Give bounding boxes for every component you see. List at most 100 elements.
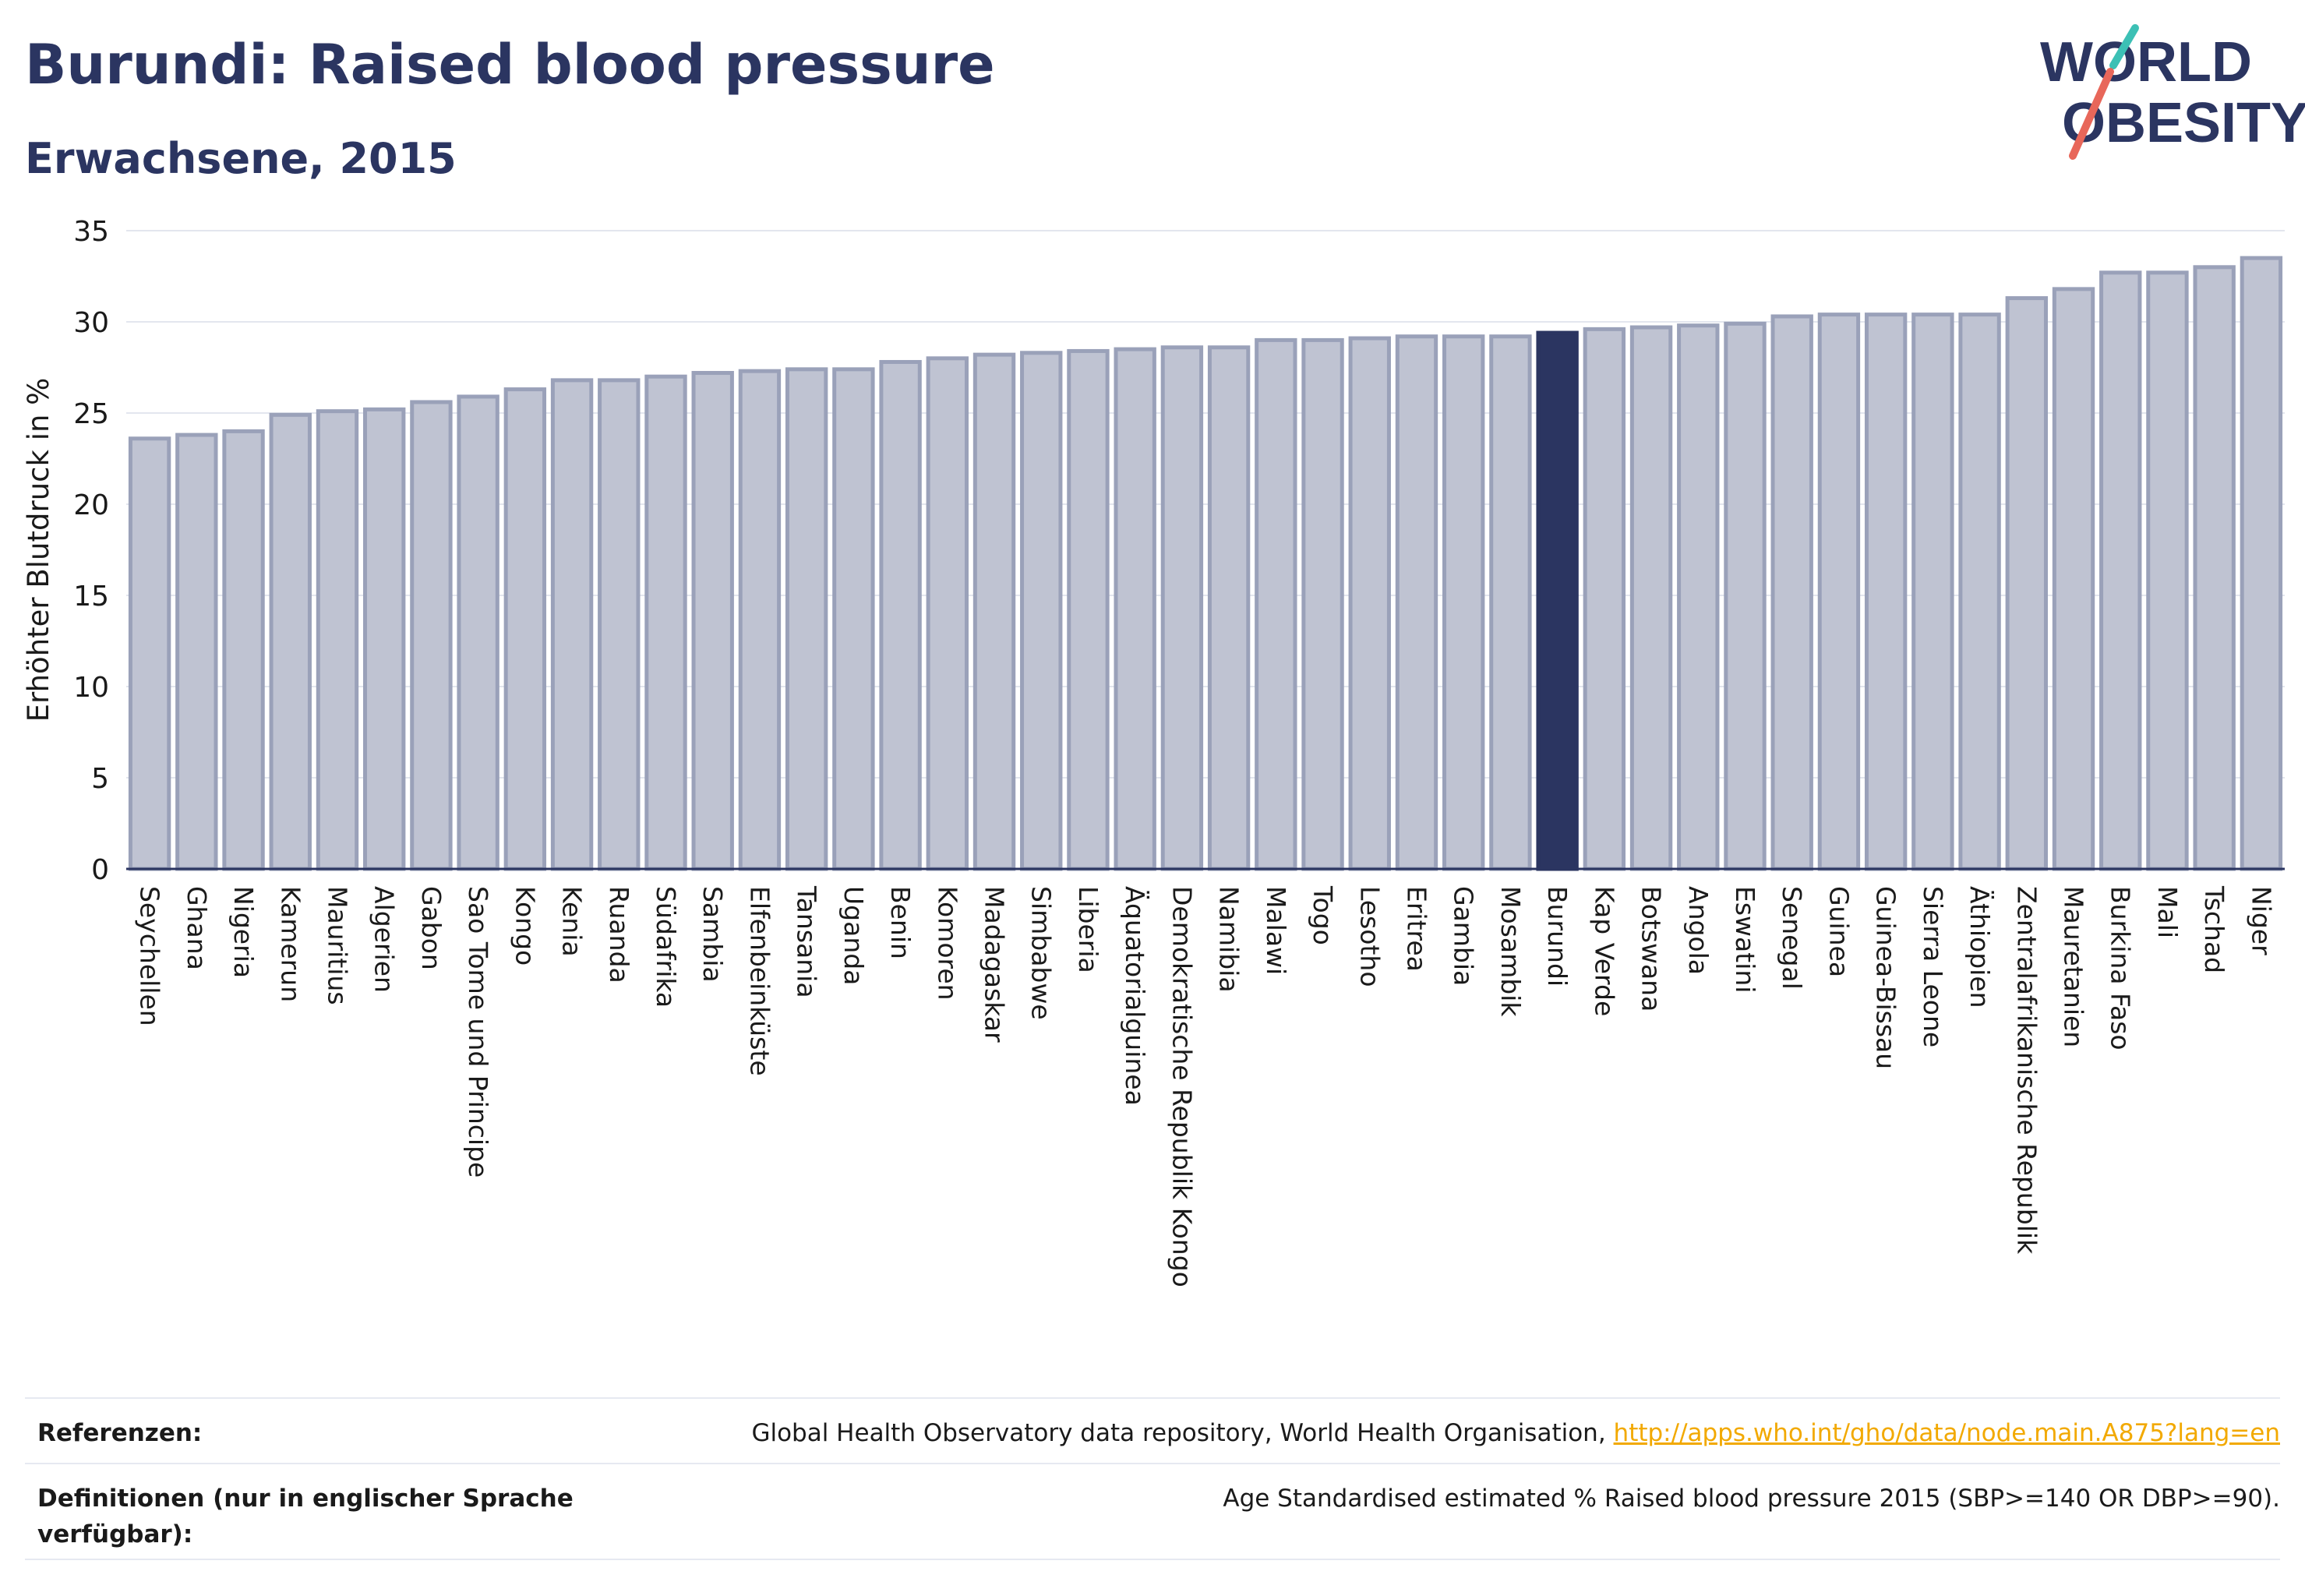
y-tick-label: 5 [91,763,109,795]
bar [410,400,453,871]
bar [2146,270,2189,871]
references-source: Global Health Observatory data repositor… [751,1419,1614,1447]
bar [2099,270,2142,871]
bar-chart: 0 5 10 15 20 25 30 35 Seychellen Ghana Nigeria Kam… [22,216,2285,1287]
bar [1255,337,1297,871]
x-tick-label: Eswatini [1730,886,1760,993]
x-tick-label: Gabon [416,886,447,970]
y-axis-title: Erhöhter Blutdruck in % [22,378,55,722]
bar [598,378,641,871]
bar [1067,348,1110,871]
y-tick-label: 15 [73,581,109,613]
x-tick-label: Demokratische Republik Kongo [1167,886,1197,1287]
bar [1442,334,1485,871]
x-tick-label: Malawi [1261,886,1291,975]
x-tick-label: Zentralafrikanische Republik [2011,886,2042,1255]
references-link[interactable]: http://apps.who.int/gho/data/node.main.A… [1613,1419,2280,1447]
y-tick-label: 20 [73,489,109,521]
x-tick-label: Simbabwe [1026,886,1057,1020]
x-tick-label: Guinea-Bissau [1871,886,1901,1069]
bar [1629,325,1673,871]
bar [1724,321,1767,871]
x-tick-label: Elfenbeinküste [744,886,775,1076]
bar [1207,345,1251,871]
bar [691,371,734,871]
x-tick-label: Eritrea [1401,886,1431,972]
bar [222,429,265,871]
bar [1114,347,1156,871]
x-tick-label: Madagaskar [980,886,1010,1043]
bar [1677,323,1720,871]
bar [503,387,547,871]
x-tick-label: Sao Tome und Principe [463,886,493,1178]
x-tick-label: Gambia [1449,886,1479,986]
logo-slash-red [2069,68,2114,160]
bar [269,412,312,871]
y-axis-ticks: 0 5 10 15 20 25 30 35 [73,216,109,886]
bar [1489,334,1532,871]
bar [972,352,1016,871]
x-tick-label: Ruanda [604,886,634,983]
x-tick-label: Guinea [1823,886,1854,977]
x-tick-label: Äthiopien [1964,886,1995,1008]
x-tick-label: Benin [885,886,916,959]
x-tick-label: Ghana [182,886,212,970]
bar [457,394,499,871]
references-label: Referenzen: [37,1419,203,1447]
bar [1864,312,1908,871]
logo-line-2: OBESITY [2062,92,2305,154]
bar [2193,265,2236,871]
x-tick-label: Mosambik [1495,886,1526,1017]
bar [363,407,406,871]
x-tick-label: Sierra Leone [1918,886,1948,1047]
y-tick-label: 0 [91,854,109,886]
x-tick-label: Burkina Faso [2106,886,2136,1050]
bar [879,359,922,871]
references-text: Global Health Observatory data repositor… [751,1415,2280,1451]
x-tick-label: Kenia [557,886,588,957]
x-tick-label: Nigeria [228,886,259,978]
x-tick-label: Senegal [1777,886,1807,990]
x-tick-label: Seychellen [135,886,165,1026]
bar [175,433,218,871]
x-tick-label: Tansania [792,885,822,998]
x-tick-label: Tschad [2199,885,2229,973]
x-tick-label: Mauretanien [2059,886,2089,1047]
x-tick-label: Mauritius [322,886,352,1005]
x-tick-label: Liberia [1073,886,1103,973]
chart-title: Burundi: Raised blood pressure [25,33,995,97]
y-tick-label: 30 [73,307,109,339]
bar [832,367,875,871]
footer-divider-bottom [25,1559,2280,1560]
x-tick-label: Botswana [1636,886,1667,1012]
bar [2240,256,2283,871]
bar-highlight [1536,330,1579,871]
x-tick-label: Kongo [510,886,540,966]
y-tick-label: 35 [73,216,109,248]
logo-slash-teal [2109,24,2139,69]
x-tick-label: Burundi [1542,886,1573,987]
bar [1583,327,1626,871]
bar [128,436,171,871]
x-tick-label: Sambia [697,886,728,983]
bar [316,409,359,871]
bar [2005,296,2048,871]
world-obesity-logo: WORLD OBESITY [2040,24,2305,160]
x-tick-label: Kamerun [275,886,305,1002]
x-tick-label: Angola [1683,886,1714,975]
y-tick-label: 25 [73,398,109,430]
footer-divider-top [25,1397,2280,1399]
bar [1817,312,1861,871]
y-tick-label: 10 [73,672,109,704]
bar [926,356,969,871]
x-tick-label: Kap Verde [1589,886,1619,1016]
x-tick-label: Südafrika [651,886,681,1008]
chart-subtitle: Erwachsene, 2015 [25,134,457,183]
x-tick-label: Äquatorialguinea [1120,886,1150,1106]
x-axis-labels: Seychellen Ghana Nigeria Kamerun Mauritius Al… [135,885,2277,1287]
bar [644,374,687,871]
definitions-text: Age Standardised estimated % Raised bloo… [1223,1485,2280,1513]
x-tick-label: Niger [2246,886,2276,955]
bar [1020,351,1063,871]
bar [1958,312,2001,871]
